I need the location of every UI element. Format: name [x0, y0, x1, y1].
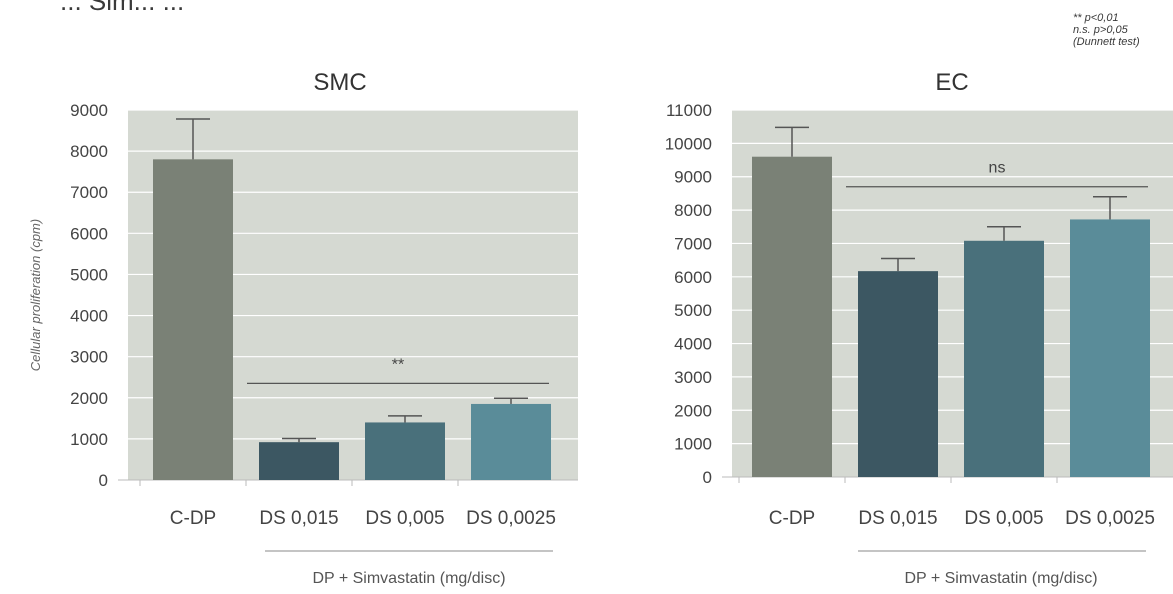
y-tick-label: 2000	[674, 401, 712, 420]
y-tick-label: 9000	[70, 101, 108, 120]
stats-note-line-2: n.s. p>0,05	[1073, 24, 1128, 36]
bar	[259, 442, 339, 480]
y-tick-label: 4000	[674, 335, 712, 354]
y-tick-label: 3000	[70, 348, 108, 367]
stats-note-line-1: ** p<0,01	[1073, 12, 1119, 24]
y-tick-label: 4000	[70, 307, 108, 326]
y-tick-label: 1000	[70, 430, 108, 449]
y-tick-label: 11000	[666, 101, 712, 120]
y-tick-label: 0	[703, 468, 712, 487]
bar	[752, 156, 832, 477]
statistics-note: ** p<0,01 n.s. p>0,05 (Dunnett test)	[1073, 12, 1140, 48]
x-tick-label: DS 0,0025	[466, 508, 556, 529]
y-tick-label: 8000	[70, 142, 108, 161]
bar	[153, 159, 233, 481]
x-tick-label: DS 0,015	[259, 508, 338, 529]
page-header-cropped: ... Sim... ...	[60, 0, 185, 16]
y-tick-label: 10000	[665, 134, 712, 153]
y-tick-label: 7000	[674, 234, 712, 253]
x-tick-label: DS 0,005	[964, 508, 1043, 529]
y-tick-label: 3000	[674, 368, 712, 387]
y-tick-label: 6000	[70, 224, 108, 243]
y-tick-label: 5000	[674, 301, 712, 320]
bar	[471, 403, 551, 480]
x-tick-label: C-DP	[170, 508, 216, 529]
x-tick-label: DS 0,015	[858, 508, 937, 529]
group-label: DP + Simvastatin (mg/disc)	[312, 570, 505, 587]
y-tick-label: 5000	[70, 265, 108, 284]
bar	[964, 240, 1044, 477]
chart-title: EC	[935, 69, 968, 96]
bar	[365, 422, 445, 480]
x-tick-label: C-DP	[769, 508, 815, 529]
bar	[858, 271, 938, 477]
y-tick-label: 2000	[70, 389, 108, 408]
significance-label: **	[392, 356, 404, 373]
smc-chart: SMC Cellular proliferation (cpm) DP + Si…	[28, 69, 578, 587]
y-tick-label: 1000	[674, 435, 712, 454]
bar	[1070, 219, 1150, 477]
stats-note-line-3: (Dunnett test)	[1073, 36, 1140, 48]
y-tick-label: 8000	[674, 201, 712, 220]
y-axis-label: Cellular proliferation (cpm)	[28, 219, 43, 371]
y-tick-label: 9000	[674, 168, 712, 187]
x-tick-label: DS 0,005	[365, 508, 444, 529]
significance-label: ns	[989, 160, 1006, 177]
y-tick-label: 0	[99, 471, 108, 490]
y-tick-label: 6000	[674, 268, 712, 287]
x-tick-label: DS 0,0025	[1065, 508, 1155, 529]
y-tick-label: 7000	[70, 183, 108, 202]
ec-chart: EC DP + Simvastatin (mg/disc) 0 1000 2000 3…	[665, 69, 1173, 587]
group-label: DP + Simvastatin (mg/disc)	[904, 570, 1097, 587]
chart-title: SMC	[313, 69, 366, 96]
